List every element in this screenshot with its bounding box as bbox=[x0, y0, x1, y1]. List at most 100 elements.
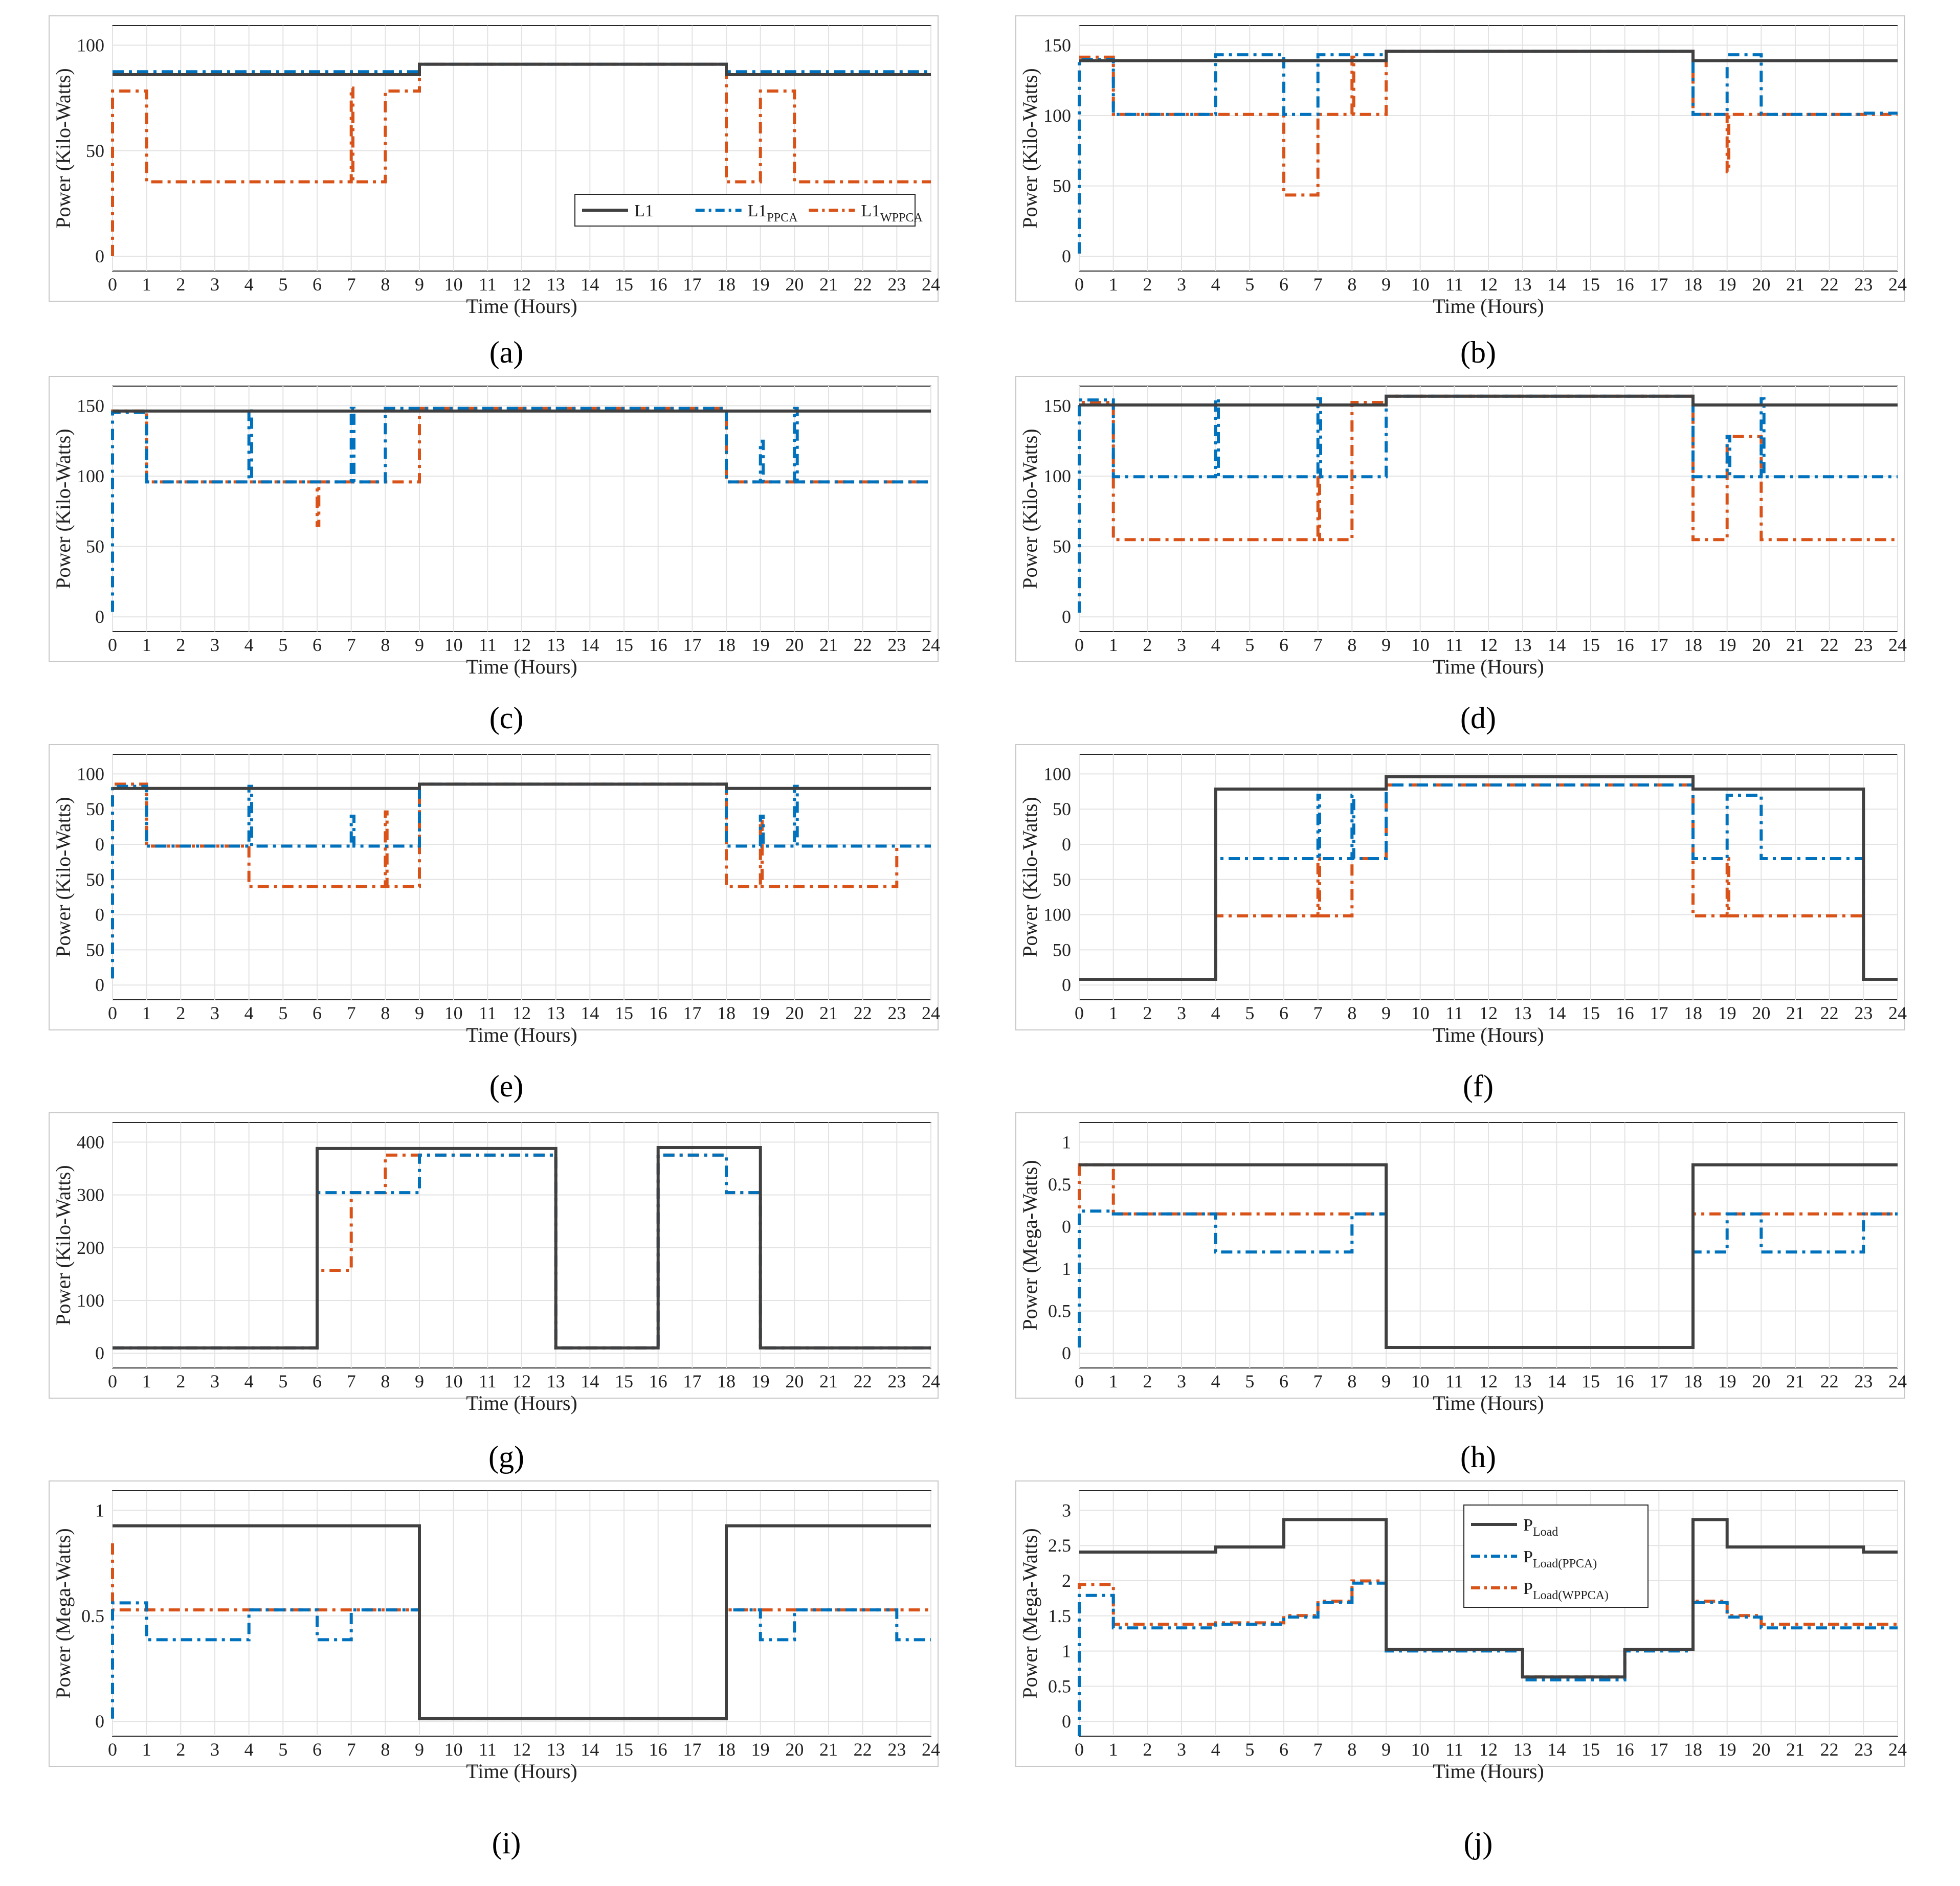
x-tick-label: 18 bbox=[1684, 1739, 1702, 1760]
subfigure-caption-f: (f) bbox=[1463, 1069, 1494, 1103]
x-tick-label: 21 bbox=[1786, 635, 1805, 655]
y-axis-label: Power (Kilo-Watts) bbox=[1018, 797, 1041, 957]
y-tick-label: 0 bbox=[1062, 1217, 1071, 1237]
chart-panel-h: 0 1 2 3 4 5 6 7 8 9 10 11 12 13 14 15 16 17 18 19 20 21 22 23 24… bbox=[1015, 1112, 1907, 1414]
x-tick-label: 12 bbox=[1479, 1371, 1498, 1391]
y-axis-label: Power (Kilo-Watts) bbox=[1018, 68, 1041, 228]
x-tick-label: 16 bbox=[649, 1003, 667, 1023]
series-line-l1 bbox=[113, 782, 931, 790]
x-tick-label: 7 bbox=[1313, 1371, 1323, 1391]
x-tick-label: 10 bbox=[444, 1371, 463, 1391]
x-tick-label: 18 bbox=[717, 1739, 736, 1760]
x-tick-label: 24 bbox=[922, 1739, 940, 1760]
y-tick-label: 50 bbox=[86, 536, 104, 557]
x-tick-label: 4 bbox=[244, 1739, 254, 1760]
y-tick-label: 0.5 bbox=[1048, 1676, 1071, 1696]
x-axis-label: Time (Hours) bbox=[1433, 655, 1544, 678]
x-tick-label: 14 bbox=[1547, 274, 1566, 295]
x-tick-label: 8 bbox=[1347, 1003, 1356, 1023]
x-tick-label: 3 bbox=[210, 635, 219, 655]
x-tick-label: 1 bbox=[142, 1371, 151, 1391]
x-tick-label: 12 bbox=[1479, 635, 1498, 655]
x-tick-label: 3 bbox=[210, 1003, 219, 1023]
y-tick-label: 1 bbox=[95, 1500, 104, 1520]
x-tick-label: 2 bbox=[1143, 274, 1152, 295]
x-tick-label: 12 bbox=[1479, 1739, 1498, 1760]
x-tick-label: 10 bbox=[1411, 1739, 1430, 1760]
x-tick-label: 22 bbox=[1820, 274, 1839, 295]
series-line-l1-ppca bbox=[1078, 394, 1898, 613]
y-tick-label: 0 bbox=[1062, 607, 1071, 627]
x-tick-label: 9 bbox=[415, 1739, 424, 1760]
y-axis-label: Power (Kilo-Watts) bbox=[52, 1165, 75, 1325]
y-tick-label: 100 bbox=[1043, 764, 1071, 784]
x-tick-label: 16 bbox=[1616, 1371, 1634, 1391]
x-tick-label: 0 bbox=[108, 1739, 117, 1760]
x-tick-label: 3 bbox=[210, 1739, 219, 1760]
y-tick-label: 0 bbox=[1062, 1343, 1071, 1363]
x-tick-label: 11 bbox=[479, 635, 497, 655]
x-tick-label: 11 bbox=[1445, 274, 1463, 295]
chart-panel-c: 0 1 2 3 4 5 6 7 8 9 10 11 12 13 14 15 16 17 18 19 20 21 22 23 24… bbox=[49, 376, 940, 678]
x-tick-label: 12 bbox=[513, 1003, 531, 1023]
legend-label: L1WPPCA bbox=[861, 201, 923, 224]
chart-svg-g: 0 1 2 3 4 5 6 7 8 9 10 11 12 13 14 15 16 17 18 19 20 21 22 23 24… bbox=[49, 1112, 940, 1414]
x-tick-label: 14 bbox=[1547, 1371, 1566, 1391]
x-tick-label: 5 bbox=[278, 635, 287, 655]
x-tick-label: 16 bbox=[1616, 274, 1634, 295]
x-tick-label: 21 bbox=[819, 274, 838, 295]
x-tick-label: 19 bbox=[1718, 635, 1736, 655]
x-tick-label: 23 bbox=[887, 1371, 906, 1391]
subfigure-caption-c: (c) bbox=[489, 701, 524, 735]
x-tick-label: 23 bbox=[1854, 635, 1873, 655]
x-tick-label: 2 bbox=[176, 635, 185, 655]
chart-svg-j: 0 1 2 3 4 5 6 7 8 9 10 11 12 13 14 15 16 17 18 19 20 21 22 23 24… bbox=[1015, 1480, 1907, 1783]
x-tick-label: 21 bbox=[819, 1739, 838, 1760]
y-tick-label: 1 bbox=[1062, 1259, 1071, 1279]
x-tick-label: 6 bbox=[1279, 1371, 1288, 1391]
subfigure-caption-a: (a) bbox=[489, 335, 524, 369]
x-tick-label: 23 bbox=[1854, 1003, 1873, 1023]
x-tick-label: 5 bbox=[1245, 635, 1254, 655]
x-tick-label: 19 bbox=[1718, 1003, 1736, 1023]
x-tick-label: 14 bbox=[1547, 635, 1566, 655]
x-tick-label: 9 bbox=[1382, 274, 1391, 295]
subfigure-caption-e: (e) bbox=[489, 1069, 524, 1103]
x-tick-label: 9 bbox=[415, 274, 424, 295]
x-tick-label: 4 bbox=[1211, 274, 1220, 295]
x-tick-label: 19 bbox=[1718, 1739, 1736, 1760]
x-tick-label: 13 bbox=[1513, 1003, 1532, 1023]
series-line-l1 bbox=[113, 1524, 931, 1720]
x-tick-label: 23 bbox=[887, 635, 906, 655]
x-tick-label: 24 bbox=[1888, 274, 1907, 295]
x-tick-label: 10 bbox=[1411, 1371, 1430, 1391]
x-axis-label: Time (Hours) bbox=[1433, 1023, 1544, 1046]
y-tick-label: 0 bbox=[95, 834, 104, 855]
x-axis-label: Time (Hours) bbox=[1433, 295, 1544, 318]
y-tick-label: 0 bbox=[95, 607, 104, 627]
x-tick-label: 20 bbox=[1752, 1739, 1770, 1760]
series-line-l1-ppca bbox=[111, 407, 931, 612]
y-tick-label: 50 bbox=[1053, 939, 1071, 960]
x-tick-label: 13 bbox=[1513, 1739, 1532, 1760]
x-tick-label: 19 bbox=[751, 1003, 770, 1023]
chart-svg-a: 0 1 2 3 4 5 6 7 8 9 10 11 12 13 14 15 16 17 18 19 20 21 22 23 24… bbox=[49, 15, 940, 318]
x-tick-label: 3 bbox=[1177, 274, 1186, 295]
x-tick-label: 6 bbox=[313, 1371, 322, 1391]
x-tick-label: 7 bbox=[347, 274, 356, 295]
x-axis-label: Time (Hours) bbox=[1433, 1391, 1544, 1414]
series-line-l1-ppca bbox=[111, 782, 931, 979]
y-tick-label: 0 bbox=[95, 1343, 104, 1363]
x-tick-label: 0 bbox=[1075, 635, 1084, 655]
series-line-l1 bbox=[1079, 50, 1898, 62]
chart-panel-j: 0 1 2 3 4 5 6 7 8 9 10 11 12 13 14 15 16 17 18 19 20 21 22 23 24… bbox=[1015, 1480, 1907, 1783]
y-axis-label: Power (Kilo-Watts) bbox=[1018, 429, 1041, 589]
x-tick-label: 11 bbox=[479, 1003, 497, 1023]
x-tick-label: 8 bbox=[381, 635, 390, 655]
x-tick-label: 2 bbox=[1143, 1739, 1152, 1760]
y-tick-label: 50 bbox=[86, 799, 104, 819]
y-tick-label: 0 bbox=[1062, 1711, 1071, 1732]
x-tick-label: 1 bbox=[142, 274, 151, 295]
chart-panel-g: 0 1 2 3 4 5 6 7 8 9 10 11 12 13 14 15 16 17 18 19 20 21 22 23 24… bbox=[49, 1112, 940, 1414]
y-tick-label: 0 bbox=[1062, 246, 1071, 266]
